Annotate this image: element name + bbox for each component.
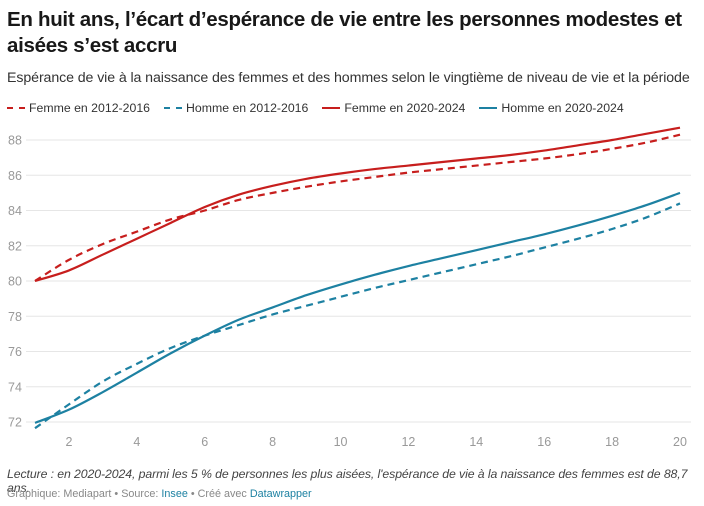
y-tick-label: 82 xyxy=(8,239,22,253)
source-link[interactable]: Insee xyxy=(161,488,188,500)
grid-layer xyxy=(26,139,691,423)
chart-subtitle: Espérance de vie à la naissance des femm… xyxy=(7,70,690,86)
reading-note: Lecture : en 2020-2024, parmi les 5 % de… xyxy=(7,467,688,495)
credits: Graphique: Mediapart • Source: Insee • C… xyxy=(7,488,312,500)
legend-label: Femme en 2020-2024 xyxy=(344,101,466,115)
datawrapper-link[interactable]: Datawrapper xyxy=(249,488,312,500)
series-line-homme-en-2012-2016 xyxy=(34,202,681,430)
x-axis: 2 4 6 8 10 12 14 16 18 20 xyxy=(65,435,687,449)
x-tick-label: 20 xyxy=(673,435,687,449)
legend-label: Homme en 2020-2024 xyxy=(501,101,624,115)
legend-swatch-dashed xyxy=(164,107,182,109)
x-tick-label: 18 xyxy=(605,435,619,449)
legend-item: Femme en 2012-2016 xyxy=(7,101,150,115)
y-tick-label: 78 xyxy=(8,310,22,324)
x-tick-label: 16 xyxy=(537,435,551,449)
legend-swatch-solid xyxy=(322,107,341,109)
legend-swatch-dashed xyxy=(7,107,25,109)
legend-item: Femme en 2020-2024 xyxy=(322,101,465,115)
legend-item: Homme en 2012-2016 xyxy=(164,101,308,115)
x-tick-label: 8 xyxy=(269,435,276,449)
y-tick-label: 84 xyxy=(8,204,22,218)
y-tick-label: 76 xyxy=(8,345,22,359)
credits-middle: • Créé avec xyxy=(187,488,250,500)
y-tick-label: 72 xyxy=(8,416,22,430)
legend: Femme en 2012-2016 Homme en 2012-2016 Fe… xyxy=(7,101,624,115)
series-layer xyxy=(34,126,681,430)
legend-label: Femme en 2012-2016 xyxy=(29,101,150,115)
y-axis: 72 74 76 78 80 82 84 86 88 xyxy=(8,134,22,430)
x-tick-label: 14 xyxy=(469,435,483,449)
y-tick-label: 80 xyxy=(8,275,22,289)
chart-title: En huit ans, l’écart d’espérance de vie … xyxy=(7,8,682,57)
legend-item: Homme en 2020-2024 xyxy=(479,101,624,115)
legend-label: Homme en 2012-2016 xyxy=(186,101,309,115)
x-tick-label: 12 xyxy=(401,435,415,449)
y-tick-label: 86 xyxy=(8,169,22,183)
y-tick-label: 88 xyxy=(8,134,22,148)
x-tick-label: 10 xyxy=(334,435,348,449)
series-line-homme-en-2020-2024 xyxy=(34,191,681,424)
series-line-femme-en-2020-2024 xyxy=(34,126,681,283)
x-tick-label: 4 xyxy=(133,435,140,449)
y-tick-label: 74 xyxy=(8,380,22,394)
legend-swatch-solid xyxy=(479,107,498,109)
x-tick-label: 2 xyxy=(65,435,72,449)
x-tick-label: 6 xyxy=(201,435,208,449)
series-line-femme-en-2012-2016 xyxy=(34,133,681,282)
credits-prefix: Graphique: Mediapart • Source: xyxy=(7,488,162,500)
